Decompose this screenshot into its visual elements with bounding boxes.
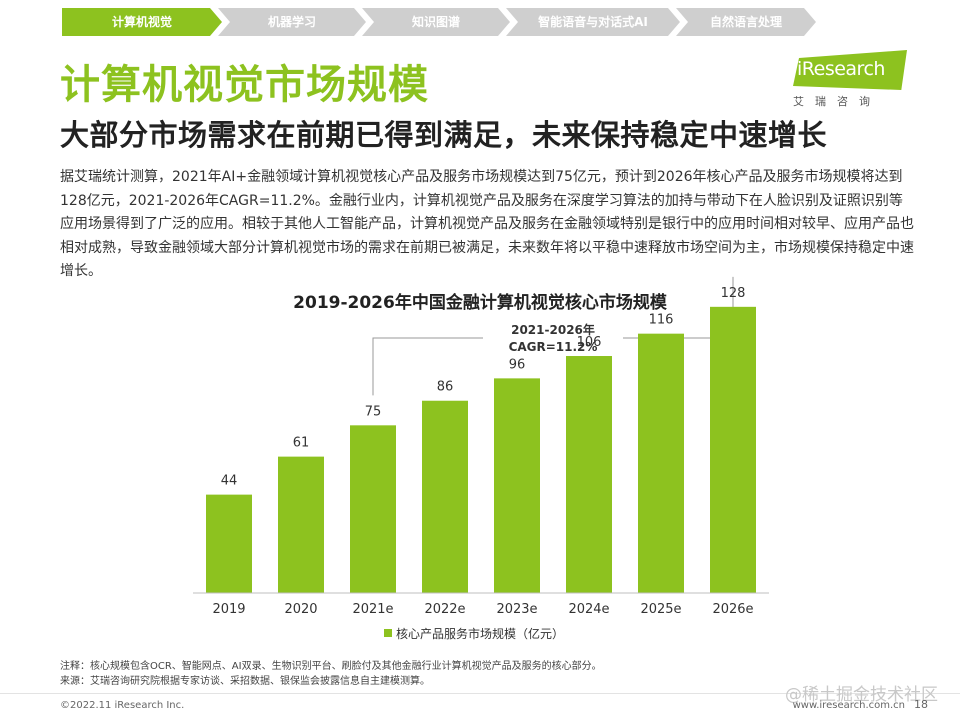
x-tick-2020: 2020 [284,602,317,617]
legend-swatch [384,629,392,637]
x-tick-2023e: 2023e [496,602,537,617]
chart-title: 2019-2026年中国金融计算机视觉核心市场规模 [293,292,668,313]
bar-2019 [206,494,252,593]
x-tick-2025e: 2025e [640,602,681,617]
data-label-2025e: 116 [649,313,674,328]
bar-2020 [278,456,324,593]
x-tick-2021e: 2021e [352,602,393,617]
nav-tab-speech-ai[interactable]: 智能语音与对话式AI [506,8,680,36]
nav-tab-nlp[interactable]: 自然语言处理 [676,8,816,36]
source-text: 来源：艾瑞咨询研究院根据专家访谈、采招数据、银保监会披露信息自主建模测算。 [60,676,430,687]
logo-subtitle: 艾瑞咨询 [793,95,881,108]
x-tick-labels: 2019 2020 2021e 2022e 2023e 2024e 2025e 2026e [212,602,753,617]
copyright: ©2022.11 iResearch Inc. [60,700,185,711]
page-number: 18 [914,698,928,711]
data-label-2024e: 106 [577,335,602,350]
bar-2022e [422,400,468,593]
logo-brand: iResearch [797,58,885,80]
bar-2024e [566,356,612,593]
chart-legend: 核心产品服务市场规模（亿元） [384,626,564,641]
cagr-label-value: CAGR=11.2% [509,340,598,354]
x-tick-2019: 2019 [212,602,245,617]
note-text: 注释：核心规模包含OCR、智能网点、AI双录、生物识别平台、刷脸付及其他金融行业… [60,661,602,672]
data-label-2023e: 96 [509,357,526,372]
nav-tab-machine-learning[interactable]: 机器学习 [218,8,366,36]
x-tick-2022e: 2022e [424,602,465,617]
chart-notes: 注释：核心规模包含OCR、智能网点、AI双录、生物识别平台、刷脸付及其他金融行业… [60,659,602,689]
bar-2025e [638,333,684,593]
cagr-label-period: 2021-2026年 [511,322,595,337]
bar-2026e [710,306,756,593]
page-subtitle: 大部分市场需求在前期已得到满足，未来保持稳定中速增长 [60,118,828,152]
x-tick-2024e: 2024e [568,602,609,617]
x-tick-2026e: 2026e [712,602,753,617]
nav-tab-computer-vision[interactable]: 计算机视觉 [62,8,222,36]
watermark: @稀土掘金技术社区 [785,685,938,705]
data-label-2020: 61 [293,436,310,451]
footer-divider [0,693,960,694]
data-label-2019: 44 [221,474,238,489]
bar-2021e [350,425,396,593]
data-label-2021e: 75 [365,404,382,419]
chart-bars: 44 61 75 86 96 106 116 128 [206,286,756,593]
data-label-2026e: 128 [721,286,746,301]
body-paragraph: 据艾瑞统计测算，2021年AI+金融领域计算机视觉核心产品及服务市场规模达到75… [60,169,914,279]
website-url: www.iresearch.com.cn [792,700,905,711]
legend-label: 核心产品服务市场规模（亿元） [396,626,564,641]
page-title: 计算机视觉市场规模 [60,62,429,108]
bar-2023e [494,378,540,593]
data-label-2022e: 86 [437,380,454,395]
nav-tab-knowledge-graph[interactable]: 知识图谱 [362,8,510,36]
iresearch-logo: iResearch 艾瑞咨询 [793,50,913,110]
